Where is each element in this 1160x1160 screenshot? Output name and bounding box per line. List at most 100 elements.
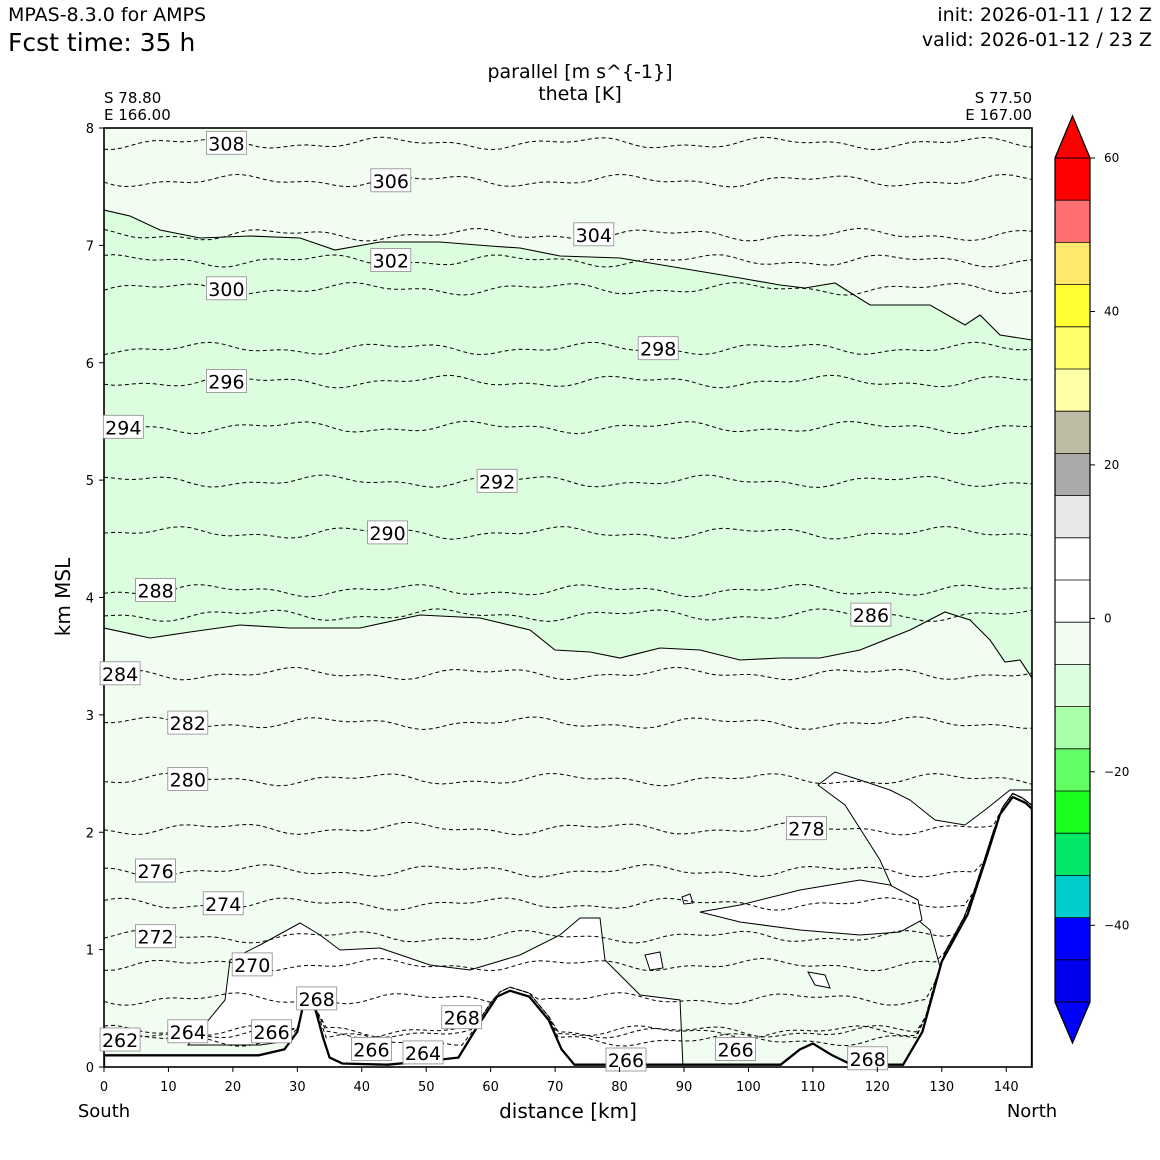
contour-label-box xyxy=(296,986,338,1011)
contour-label: 286 xyxy=(850,602,892,627)
contour-label-text: 266 xyxy=(353,1039,389,1061)
colorbar-segment xyxy=(1055,411,1090,454)
white-pocket-small-2 xyxy=(807,971,831,989)
contour-label: 266 xyxy=(715,1037,756,1061)
contour-label: 264 xyxy=(167,1019,209,1044)
theta-contour-300 xyxy=(104,282,1032,296)
theta-contour-288 xyxy=(104,583,1032,598)
contour-label-box xyxy=(135,578,177,602)
contour-label-text: 302 xyxy=(373,251,409,273)
x-tick-label: 130 xyxy=(929,1080,954,1095)
contour-label-box xyxy=(202,891,244,916)
y-axis-label: km MSL xyxy=(51,557,75,636)
x-tick-label: 120 xyxy=(865,1080,890,1095)
white-pocket-small-3 xyxy=(681,893,694,905)
y-tick-label: 3 xyxy=(86,709,94,724)
theta-contour-302 xyxy=(104,254,1032,268)
contour-label: 268 xyxy=(441,1005,483,1030)
theta-contour-282 xyxy=(104,716,1032,731)
x-tick-label: 90 xyxy=(676,1080,693,1095)
colorbar-over-arrow xyxy=(1054,114,1091,159)
contour-label-text: 266 xyxy=(608,1050,644,1072)
white-pocket-small-1 xyxy=(644,951,664,971)
contour-label-text: 306 xyxy=(373,171,409,193)
contour-label: 280 xyxy=(167,767,209,791)
contour-label-box xyxy=(637,336,679,361)
contour-label: 294 xyxy=(102,414,144,439)
x-tick-label: 100 xyxy=(736,1080,761,1095)
contour-label-box xyxy=(786,816,827,841)
contour-label-text: 300 xyxy=(208,279,244,301)
contour-label-box xyxy=(167,1019,209,1044)
contour-label-box xyxy=(370,168,412,193)
x-tick-label: 80 xyxy=(611,1080,628,1095)
colorbar-segment xyxy=(1055,453,1090,496)
contour-label-text: 286 xyxy=(853,605,889,627)
contour-label: 268 xyxy=(847,1046,889,1071)
contour-label-text: 274 xyxy=(205,894,241,916)
contour-label-box xyxy=(367,520,409,545)
y-tick-label: 5 xyxy=(86,474,94,489)
x-tick-label: 60 xyxy=(482,1080,499,1095)
contour-label-box xyxy=(135,858,177,883)
contour-label-text: 298 xyxy=(640,339,676,361)
theta-contour-280 xyxy=(104,772,1032,787)
contour-label-box xyxy=(715,1037,756,1061)
colorbar-segment xyxy=(1055,242,1090,285)
start-lon: E 166.00 xyxy=(104,106,171,124)
contour-label-box xyxy=(251,1019,293,1044)
contour-label-text: 296 xyxy=(208,372,244,394)
x-tick-label: 70 xyxy=(547,1080,564,1095)
contour-label: 300 xyxy=(205,276,247,301)
contour-label-box xyxy=(441,1005,483,1030)
theta-contour-274 xyxy=(104,792,1032,911)
colorbar-tick-label: −20 xyxy=(1104,765,1129,779)
contour-label: 266 xyxy=(251,1019,293,1044)
contour-label-box xyxy=(370,248,412,273)
x-tick-label: 40 xyxy=(354,1080,371,1095)
x-left-label: South xyxy=(78,1101,130,1122)
contour-label-box xyxy=(476,468,518,493)
contour-label-box xyxy=(99,661,141,686)
contour-label-box xyxy=(205,276,247,301)
contour-label-box xyxy=(205,369,247,393)
contour-label: 278 xyxy=(786,816,827,841)
contour-label-text: 270 xyxy=(234,955,270,977)
theta-contour-306 xyxy=(104,173,1032,188)
start-lat: S 78.80 xyxy=(104,89,161,107)
y-tick-label: 1 xyxy=(86,944,94,959)
colorbar-segment xyxy=(1055,622,1090,665)
colorbar-segment xyxy=(1055,326,1090,370)
green-shading-band xyxy=(104,209,1032,679)
x-tick-label: 10 xyxy=(160,1080,177,1095)
contour-label: 284 xyxy=(99,661,141,686)
contour-label-text: 268 xyxy=(299,989,335,1011)
x-tick-label: 140 xyxy=(994,1080,1019,1095)
contour-label-box xyxy=(850,602,892,627)
contour-label-box xyxy=(231,952,273,977)
x-tick-label: 50 xyxy=(418,1080,435,1095)
contour-label-text: 308 xyxy=(208,133,244,155)
contour-label: 264 xyxy=(402,1040,444,1065)
colorbar-segment xyxy=(1055,537,1090,581)
y-tick-label: 8 xyxy=(86,122,94,137)
contour-label-box xyxy=(350,1037,392,1061)
contour-label-text: 268 xyxy=(444,1008,480,1030)
contour-label: 302 xyxy=(370,248,412,273)
contour-label-box xyxy=(847,1046,889,1071)
colorbar-segment xyxy=(1055,959,1090,1003)
colorbar: 60 40 20 0 −20 −40 xyxy=(1054,114,1129,1045)
contour-label-text: 266 xyxy=(717,1039,753,1061)
contour-label: 308 xyxy=(205,130,247,155)
colorbar-segment xyxy=(1055,875,1090,918)
contour-label: 270 xyxy=(231,952,273,977)
theta-contour-298 xyxy=(104,341,1032,356)
contour-label-text: 266 xyxy=(253,1022,289,1044)
contour-labels: 262 264 266 268 270 272 274 276 278 280 282 284 286 2… xyxy=(99,130,892,1072)
colorbar-tick-label: 20 xyxy=(1104,458,1119,472)
contour-label: 272 xyxy=(135,924,177,949)
contour-label-text: 262 xyxy=(102,1030,138,1052)
theta-contour-284 xyxy=(104,666,1032,681)
contour-label-text: 288 xyxy=(137,581,173,603)
